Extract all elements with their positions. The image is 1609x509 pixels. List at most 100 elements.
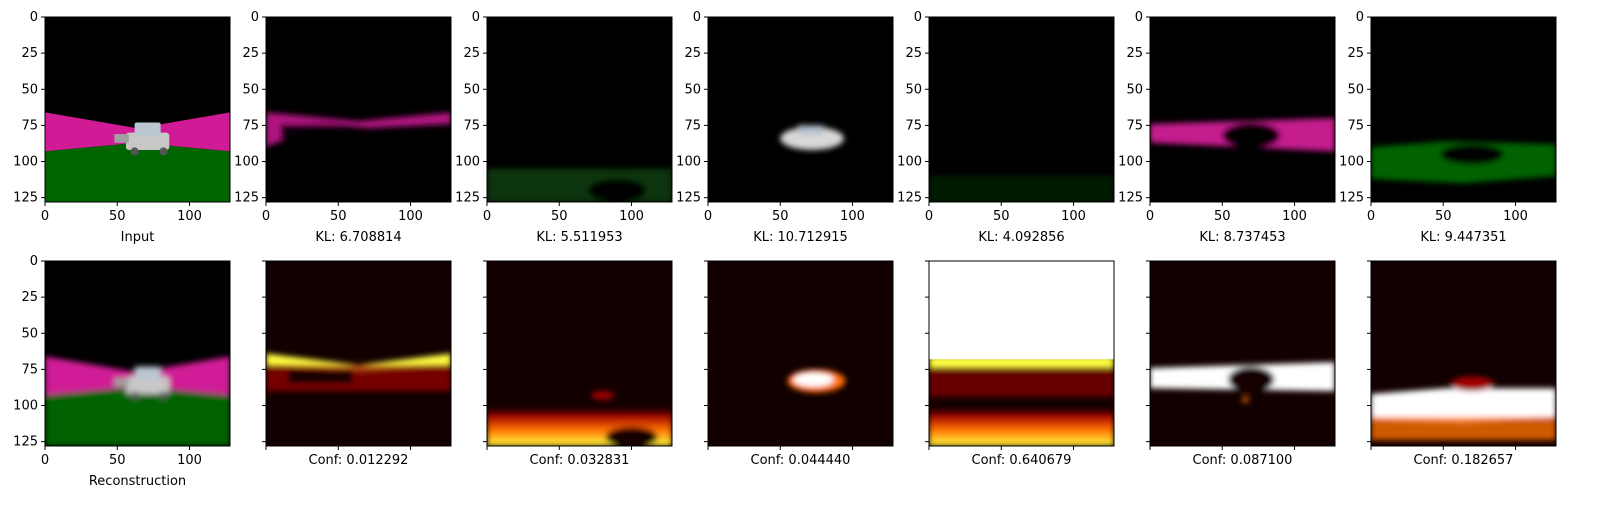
panel-frame — [44, 260, 231, 447]
x-tick-label: 100 — [177, 209, 202, 224]
top-panel-4: 0 50 100 0 25 50 75 100 125 KL: 4.092856 — [897, 10, 1115, 245]
y-tick-label: 125 — [13, 191, 38, 206]
panel-image — [1150, 261, 1335, 446]
panel-image — [1371, 261, 1556, 446]
y-tick-label: 100 — [13, 155, 38, 170]
y-tick-label: 25 — [21, 290, 38, 305]
x-tick-label: 50 — [109, 209, 126, 224]
panel-label: Conf: 0.640679 — [972, 453, 1072, 468]
top-panel-5: 0 50 100 0 25 50 75 100 125 KL: 8.737453 — [1118, 10, 1336, 245]
panel-label: KL: 6.708814 — [315, 230, 401, 245]
x-tick-label: 50 — [993, 209, 1010, 224]
panel-label: Conf: 0.182657 — [1414, 453, 1514, 468]
y-tick-label: 125 — [676, 191, 701, 206]
y-tick-label: 50 — [1347, 82, 1364, 97]
x-tick-label: 100 — [619, 209, 644, 224]
top-panel-1: 0 50 100 0 25 50 75 100 125 KL: 6.708814 — [234, 10, 452, 245]
panel-frame — [486, 260, 673, 447]
y-tick-label: 100 — [1118, 155, 1143, 170]
y-tick-label: 125 — [1339, 191, 1364, 206]
x-tick-label: 100 — [1282, 209, 1307, 224]
panel-image — [1150, 17, 1335, 202]
y-tick-label: 75 — [1347, 118, 1364, 133]
y-tick-label: 75 — [463, 118, 480, 133]
panel-label: Reconstruction — [89, 474, 186, 489]
x-tick-label: 50 — [330, 209, 347, 224]
y-tick-label: 125 — [1118, 191, 1143, 206]
panel-image — [708, 261, 893, 446]
panel-frame — [265, 260, 452, 447]
y-tick-label: 50 — [1126, 82, 1143, 97]
y-tick-label: 50 — [463, 82, 480, 97]
panel-image — [708, 17, 893, 202]
car — [114, 366, 170, 400]
y-tick-label: 50 — [242, 82, 259, 97]
bottom-panel-5: Conf: 0.087100 — [1146, 260, 1336, 468]
panel-image — [487, 261, 672, 446]
bottom-panel-1: Conf: 0.012292 — [262, 260, 452, 468]
x-tick-label: 50 — [551, 209, 568, 224]
y-tick-label: 100 — [1339, 155, 1364, 170]
panel-label: KL: 8.737453 — [1199, 230, 1285, 245]
panel-frame — [265, 16, 452, 203]
panel-image — [929, 261, 1114, 446]
panel-frame — [486, 16, 673, 203]
top-panel-3: 0 50 100 0 25 50 75 100 125 KL: 10.712915 — [676, 10, 894, 245]
y-tick-label: 0 — [914, 10, 922, 25]
panel-image — [1371, 17, 1556, 202]
y-tick-label: 25 — [905, 46, 922, 61]
panel-image — [487, 17, 672, 202]
y-tick-label: 75 — [905, 118, 922, 133]
panel-frame — [707, 16, 894, 203]
y-tick-label: 125 — [897, 191, 922, 206]
y-tick-label: 125 — [13, 435, 38, 450]
x-tick-label: 50 — [1435, 209, 1452, 224]
bottom-panel-6: Conf: 0.182657 — [1367, 260, 1557, 468]
panel-label: Conf: 0.087100 — [1193, 453, 1293, 468]
panel-image — [929, 17, 1114, 202]
y-tick-label: 100 — [234, 155, 259, 170]
top-panel-2: 0 50 100 0 25 50 75 100 125 KL: 5.511953 — [455, 10, 673, 245]
y-tick-label: 0 — [251, 10, 259, 25]
panel-label: Conf: 0.044440 — [751, 453, 851, 468]
panel-frame — [928, 260, 1115, 447]
x-tick-label: 100 — [1061, 209, 1086, 224]
bottom-panel-0: 0 50 100 0 25 50 75 100 125 Reconstruction — [13, 254, 231, 489]
x-tick-label: 0 — [704, 209, 712, 224]
x-tick-label: 50 — [1214, 209, 1231, 224]
panel-frame — [1149, 260, 1336, 447]
y-tick-label: 100 — [676, 155, 701, 170]
y-tick-label: 0 — [30, 10, 38, 25]
panel-label: KL: 10.712915 — [753, 230, 848, 245]
panel-frame — [928, 16, 1115, 203]
top-panel-0: 0 50 100 0 25 50 75 100 125 Input — [13, 10, 231, 245]
y-tick-label: 100 — [455, 155, 480, 170]
x-tick-label: 100 — [177, 453, 202, 468]
y-tick-label: 50 — [684, 82, 701, 97]
y-tick-label: 25 — [463, 46, 480, 61]
panel-label: KL: 9.447351 — [1420, 230, 1506, 245]
panel-frame — [1149, 16, 1336, 203]
y-tick-label: 25 — [684, 46, 701, 61]
y-tick-label: 75 — [242, 118, 259, 133]
y-tick-label: 125 — [234, 191, 259, 206]
car — [114, 122, 170, 156]
x-tick-label: 0 — [41, 209, 49, 224]
bottom-panel-4: Conf: 0.640679 — [925, 260, 1115, 468]
y-tick-label: 50 — [21, 82, 38, 97]
y-tick-label: 0 — [472, 10, 480, 25]
panel-image — [266, 17, 451, 202]
panel-image — [45, 261, 230, 446]
bottom-panel-2: Conf: 0.032831 — [483, 260, 673, 468]
y-tick-label: 75 — [1126, 118, 1143, 133]
ground — [45, 142, 230, 202]
panel-frame — [1370, 260, 1557, 447]
y-tick-label: 100 — [897, 155, 922, 170]
x-tick-label: 0 — [41, 453, 49, 468]
y-tick-label: 25 — [21, 46, 38, 61]
y-tick-label: 0 — [1356, 10, 1364, 25]
y-tick-label: 75 — [21, 118, 38, 133]
panel-frame — [44, 16, 231, 203]
panel-label: KL: 5.511953 — [536, 230, 622, 245]
